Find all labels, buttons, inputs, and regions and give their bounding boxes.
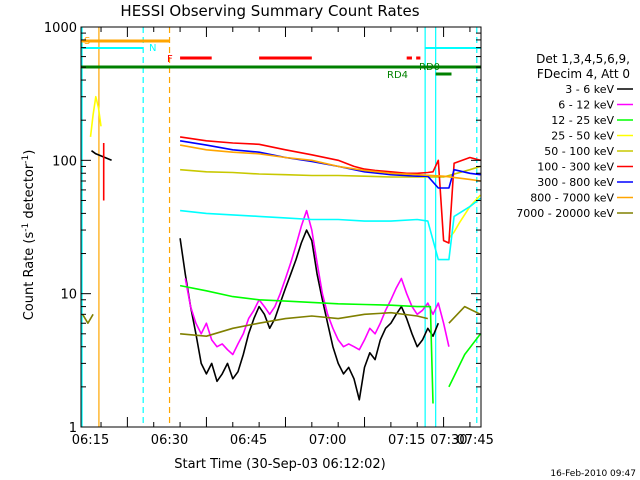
flag-label-n: N: [149, 43, 156, 54]
y-axis-label: Count Rate (s-1 detector-1): [21, 150, 37, 321]
legend-label: 12 - 25 keV: [551, 114, 614, 127]
timestamp: 16-Feb-2010 09:47: [550, 469, 636, 479]
legend-title-1: Det 1,3,4,5,6,9,: [536, 52, 630, 66]
y-tick-label: 1: [69, 421, 77, 436]
series-0-segment-1: [179, 229, 440, 401]
y-tick-label: 10: [60, 288, 77, 303]
x-tick-label: 06:30: [151, 433, 188, 448]
plot-area: S NF RD0 RD4 1 10 100 1000 06:15 06:30 06:45 07:00 0…: [44, 21, 494, 448]
legend-label: 100 - 300 keV: [537, 161, 614, 174]
series-1-segment-0: [184, 209, 450, 356]
series-2-segment-0: [179, 284, 434, 404]
legend-label: 50 - 100 keV: [544, 145, 614, 158]
flag-label-rd4: RD4: [387, 70, 408, 81]
x-tick-label: 06:45: [230, 433, 267, 448]
x-tick-label: 06:15: [72, 433, 109, 448]
legend-label: 25 - 50 keV: [551, 130, 614, 143]
chart-title: HESSI Observing Summary Count Rates: [120, 2, 419, 20]
legend-label: 3 - 6 keV: [565, 83, 614, 96]
series-2-segment-1: [448, 333, 482, 388]
series-8-segment-2: [448, 305, 481, 324]
series-8-segment-1: [180, 311, 428, 338]
series-9-segment-0: [180, 197, 481, 261]
legend-title-2: FDecim 4, Att 0: [537, 67, 630, 81]
x-tick-label: 07:30: [430, 433, 467, 448]
x-axis-label: Start Time (30-Sep-03 06:12:02): [174, 457, 385, 472]
series-8-segment-0: [81, 313, 94, 325]
series-5-segment-1: [179, 136, 481, 244]
plot-frame: [80, 26, 482, 428]
series-0-segment-0: [91, 150, 112, 162]
y-tick-label: 100: [52, 154, 77, 169]
flag-label-s: S: [84, 36, 90, 47]
series-6-segment-0: [179, 140, 481, 189]
series-3-segment-0: [89, 95, 102, 137]
legend-label: 800 - 7000 keV: [530, 192, 614, 205]
legend-label: 6 - 12 keV: [558, 99, 614, 112]
x-tick-label: 07:00: [309, 433, 346, 448]
flag-label-rd0: RD0: [419, 62, 440, 73]
legend-label: 300 - 800 keV: [537, 176, 614, 189]
series-7-segment-0: [179, 144, 481, 182]
legend-label: 7000 - 20000 keV: [516, 207, 614, 220]
x-tick-label: 07:15: [388, 433, 425, 448]
flag-label-f: F: [167, 54, 173, 65]
y-tick-label: 1000: [44, 21, 77, 36]
x-tick-label: 07:45: [456, 433, 493, 448]
legend: 3 - 6 keV 6 - 12 keV 12 - 25 keV 25 - 50 ke…: [516, 83, 633, 220]
